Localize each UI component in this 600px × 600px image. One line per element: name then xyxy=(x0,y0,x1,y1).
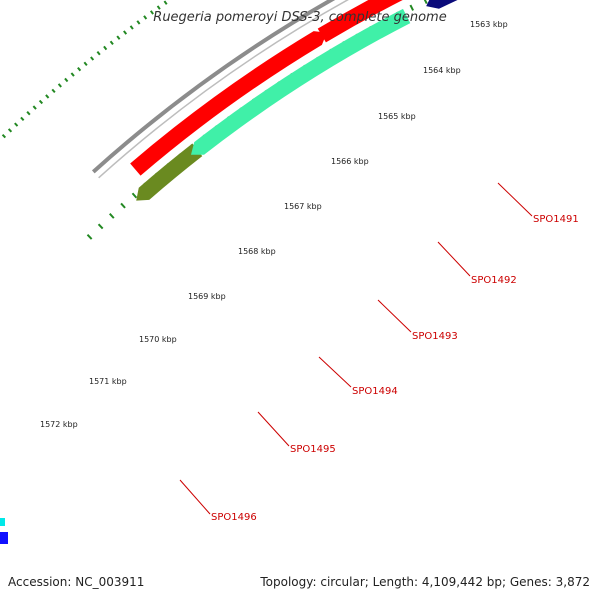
scale-dot xyxy=(163,0,168,5)
kbp-tick-label: 1572 kbp xyxy=(40,420,78,429)
scale-dot xyxy=(1,133,7,139)
gene-label: SPO1496 xyxy=(211,512,257,523)
forward-gene-arrow xyxy=(130,31,327,176)
scale-dot xyxy=(7,128,13,133)
scale-dot xyxy=(83,61,88,66)
gene-arrow-spo1494 xyxy=(426,0,458,9)
scale-dot xyxy=(57,83,62,88)
scale-dot xyxy=(136,20,141,25)
gene-callout-line xyxy=(257,411,290,447)
scale-dot xyxy=(123,30,128,35)
gene-label: SPO1492 xyxy=(471,275,517,286)
scale-dot xyxy=(156,5,161,10)
scale-dot xyxy=(96,51,101,56)
kbp-tick-label: 1570 kbp xyxy=(139,335,177,344)
gene-fragment-blue xyxy=(0,532,8,544)
scale-dot xyxy=(20,116,25,122)
backbone-inner-line xyxy=(98,0,350,179)
kbp-tick-label: 1566 kbp xyxy=(331,157,369,166)
kbp-tick-label: 1569 kbp xyxy=(188,292,226,301)
gene-label: SPO1494 xyxy=(352,386,398,397)
inner-tick xyxy=(120,202,126,209)
gene-callout-line xyxy=(318,356,352,388)
kbp-tick-label: 1567 kbp xyxy=(284,202,322,211)
kbp-tick-label: 1563 kbp xyxy=(470,20,508,29)
backbone-layer xyxy=(91,0,350,179)
scale-dot xyxy=(45,94,50,99)
label-layer: 1563 kbp 1564 kbp 1565 kbp 1566 kbp 1567 kbp… xyxy=(40,20,579,523)
kbp-tick-label: 1568 kbp xyxy=(238,247,276,256)
inner-tick xyxy=(86,234,93,240)
gene-callout-line xyxy=(179,479,211,515)
gene-label: SPO1493 xyxy=(412,331,458,342)
scale-dot xyxy=(70,72,75,77)
scale-dot xyxy=(103,45,108,51)
scale-dot xyxy=(14,122,19,127)
gene-label: SPO1491 xyxy=(533,214,579,225)
inner-tick xyxy=(109,213,115,219)
gene-callout-line xyxy=(437,241,471,277)
kbp-tick-label: 1564 kbp xyxy=(423,66,461,75)
scale-dot xyxy=(26,111,31,116)
scale-dot xyxy=(51,88,56,94)
gene-layer xyxy=(0,0,458,544)
scale-dot xyxy=(38,99,44,105)
kbp-tick-label: 1565 kbp xyxy=(378,112,416,121)
scale-dot xyxy=(129,25,134,30)
scale-dot xyxy=(32,105,37,110)
scale-dot xyxy=(149,10,154,15)
map-title: Ruegeria pomeroyi DSS-3, complete genome xyxy=(153,10,447,25)
forward-gene-arrow xyxy=(317,0,403,43)
gene-arrow-spo1495-1496 xyxy=(190,8,411,155)
inner-tick xyxy=(409,4,415,11)
genome-summary-text: Topology: circular; Length: 4,109,442 bp… xyxy=(260,575,590,589)
gene-fragment-cyan xyxy=(0,518,5,526)
gene-arrow-olive xyxy=(136,143,203,201)
scale-dot xyxy=(143,15,148,20)
scale-dot xyxy=(116,35,121,40)
scale-dot xyxy=(77,66,82,72)
scale-dot xyxy=(64,77,69,83)
inner-tick xyxy=(131,192,138,199)
gene-callout-line xyxy=(377,299,412,333)
gene-callout-line xyxy=(497,182,533,217)
accession-text: Accession: NC_003911 xyxy=(8,575,145,589)
scale-dot xyxy=(109,40,114,45)
gene-label: SPO1495 xyxy=(290,444,336,455)
scale-dot xyxy=(90,56,95,61)
inner-tick xyxy=(97,223,104,230)
backbone-outer-line xyxy=(91,0,336,174)
inner-tick xyxy=(423,0,428,5)
kbp-tick-label: 1571 kbp xyxy=(89,377,127,386)
